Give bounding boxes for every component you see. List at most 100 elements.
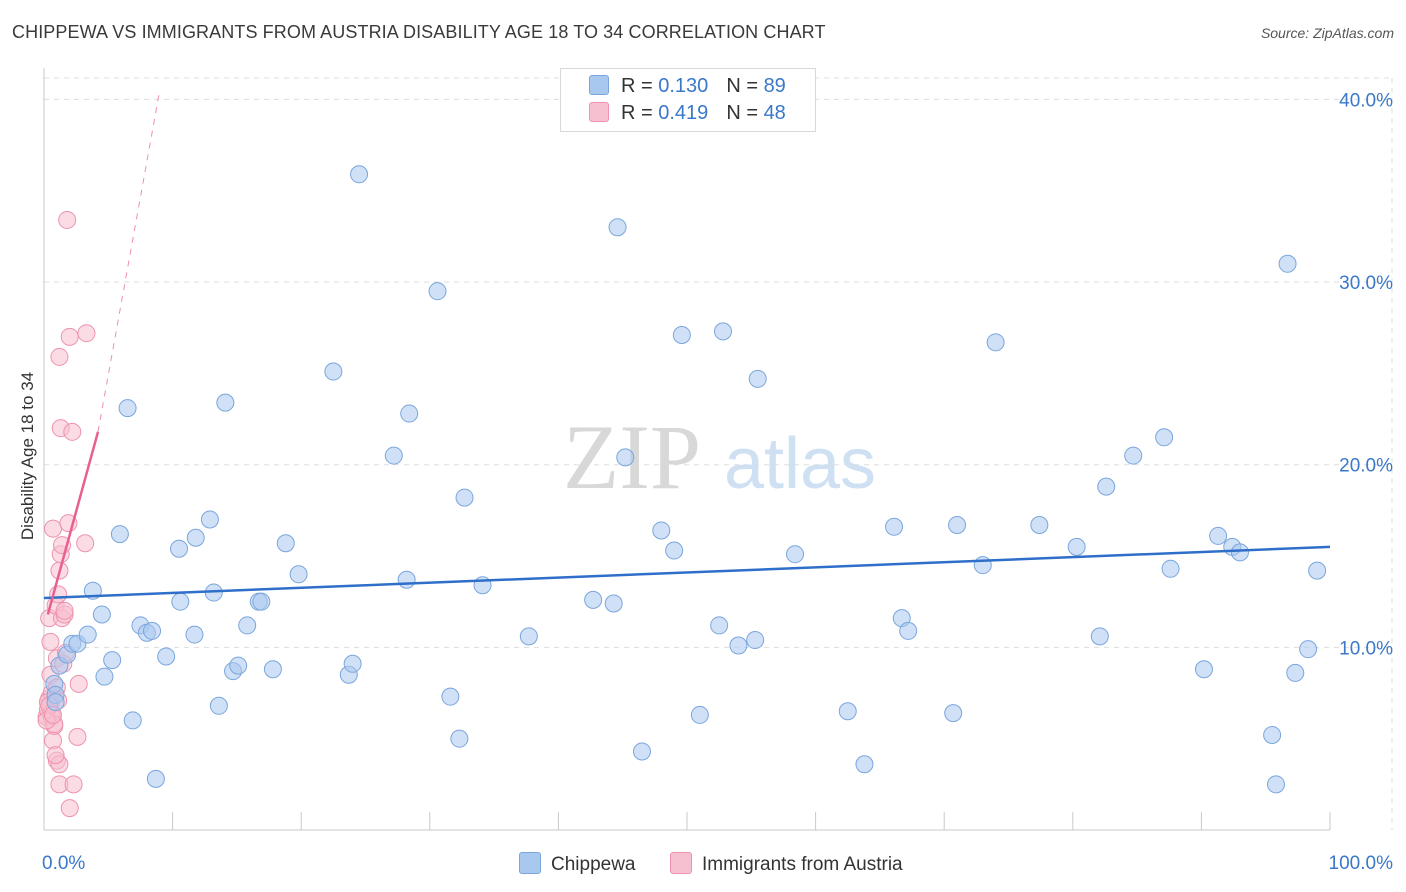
point-chippewa [855,755,874,774]
legend-r-label: R = [621,75,659,97]
point-chippewa [95,667,114,686]
point-chippewa [170,539,189,558]
point-chippewa [608,218,627,237]
legend-n-label: N = [726,102,764,124]
point-chippewa [146,769,165,788]
point-chippewa [899,621,918,640]
point-chippewa [1230,543,1249,562]
point-chippewa [324,362,343,381]
point-chippewa [143,621,162,640]
point-chippewa [123,711,142,730]
point-immigrants-from-austria [44,519,63,538]
point-chippewa [584,590,603,609]
y-tick-label: 20.0% [1339,456,1393,477]
point-chippewa [948,515,967,534]
y-tick-label: 10.0% [1339,638,1393,659]
point-chippewa [343,654,362,673]
bottom-legend-label-austria: Immigrants from Austria [702,854,903,875]
point-immigrants-from-austria [68,727,87,746]
point-chippewa [1308,561,1327,580]
legend-swatch-austria [589,102,609,122]
point-chippewa [397,570,416,589]
x-tick-label-left: 0.0% [42,853,85,874]
point-chippewa [786,545,805,564]
gridlines [44,77,1393,830]
point-chippewa [1286,663,1305,682]
point-chippewa [46,693,65,712]
point-chippewa [838,702,857,721]
point-chippewa [238,616,257,635]
bottom-legend-chippewa[interactable]: Chippewa [519,852,636,876]
point-chippewa [652,521,671,540]
legend-r-label: R = [621,102,659,124]
point-chippewa [632,742,651,761]
point-chippewa [428,282,447,301]
point-chippewa [748,369,767,388]
y-tick-label: 30.0% [1339,273,1393,294]
point-chippewa [1161,559,1180,578]
point-chippewa [110,525,129,544]
bottom-legend-swatch-chippewa [519,852,541,874]
point-chippewa [252,592,271,611]
legend-n-value: 89 [763,75,786,97]
point-chippewa [276,534,295,553]
point-chippewa [973,556,992,575]
point-chippewa [710,616,729,635]
trend-line-austria [46,431,100,615]
watermark: ZIP atlas [563,406,876,508]
point-chippewa [690,705,709,724]
y-axis-label: Disability Age 18 to 34 [18,371,37,541]
legend-n-value: 48 [763,102,786,124]
point-chippewa [944,704,963,723]
bottom-legend-swatch-austria [670,852,692,874]
point-chippewa [185,625,204,644]
point-chippewa [441,687,460,706]
point-immigrants-from-austria [63,422,82,441]
point-immigrants-from-austria [41,632,60,651]
point-chippewa [519,627,538,646]
point-immigrants-from-austria [76,534,95,553]
legend-r-value: 0.419 [658,102,709,124]
point-immigrants-from-austria [77,324,96,343]
legend-row-chippewa: R = 0.130 N = 89 [589,75,786,98]
point-chippewa [229,656,248,675]
legend-r-value: 0.130 [658,75,709,97]
point-chippewa [171,592,190,611]
point-chippewa [186,528,205,547]
point-chippewa [746,631,765,650]
correlation-legend: R = 0.130 N = 89 R = 0.419 N = 48 [560,68,816,132]
series-chippewa [45,165,1327,794]
legend-swatch-chippewa [589,75,609,95]
point-immigrants-from-austria [58,210,77,229]
x-tick-label-right: 100.0% [1329,853,1394,874]
watermark-atlas: atlas [724,424,876,504]
point-chippewa [1030,515,1049,534]
point-chippewa [1263,726,1282,745]
point-chippewa [714,322,733,341]
chart-title: CHIPPEWA VS IMMIGRANTS FROM AUSTRIA DISA… [12,22,826,42]
point-chippewa [616,448,635,467]
point-chippewa [1194,660,1213,679]
trend-lines [43,90,1331,615]
point-chippewa [665,541,684,560]
point-immigrants-from-austria [69,674,88,693]
point-chippewa [157,647,176,666]
point-chippewa [1299,640,1318,659]
point-immigrants-from-austria [60,327,79,346]
point-chippewa [289,565,308,584]
bottom-legend-austria[interactable]: Immigrants from Austria [670,852,903,876]
point-chippewa [1090,627,1109,646]
point-immigrants-from-austria [46,746,65,765]
point-chippewa [1155,428,1174,447]
trend-line-austria-extension [97,90,161,432]
point-immigrants-from-austria [55,601,74,620]
point-chippewa [400,404,419,423]
point-chippewa [350,165,369,184]
y-tick-label: 40.0% [1339,90,1393,111]
legend-row-austria: R = 0.419 N = 48 [589,102,786,125]
point-chippewa [604,594,623,613]
point-chippewa [78,625,97,644]
point-chippewa [672,326,691,345]
point-chippewa [450,729,469,748]
point-immigrants-from-austria [60,799,79,818]
